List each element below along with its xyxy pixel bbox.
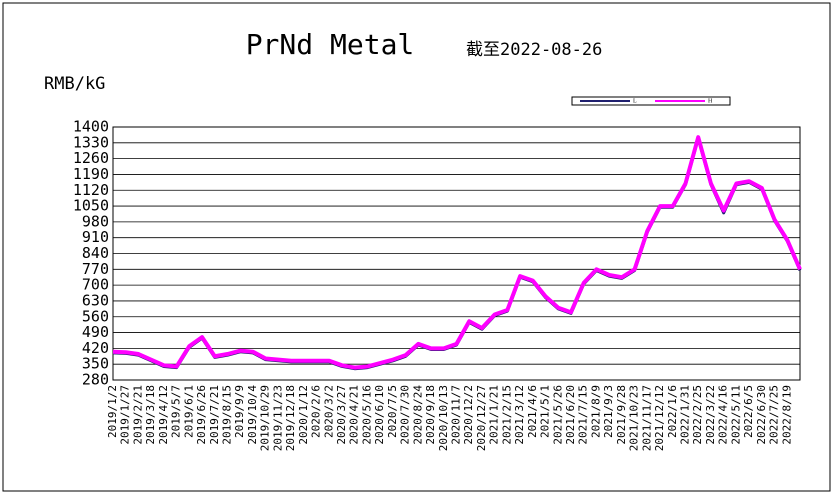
x-tick-label: 2019/6/26 xyxy=(195,385,208,445)
x-tick-label: 2019/10/29 xyxy=(259,385,272,451)
y-tick-label: 1400 xyxy=(73,118,109,136)
x-tick-label: 2022/7/25 xyxy=(768,385,781,445)
x-tick-label: 2021/1/21 xyxy=(488,385,501,445)
x-tick-label: 2019/12/18 xyxy=(284,385,297,451)
y-tick-label: 1330 xyxy=(73,133,109,151)
x-tick-label: 2022/5/11 xyxy=(729,385,742,445)
series-line xyxy=(112,135,802,370)
x-tick-label: 2022/2/25 xyxy=(691,385,704,445)
y-tick-label: 560 xyxy=(82,307,109,325)
y-tick-label: 1050 xyxy=(73,197,109,215)
y-tick-label: 630 xyxy=(82,291,109,309)
x-tick-label: 2020/7/5 xyxy=(386,385,399,438)
y-tick-label: 420 xyxy=(82,339,109,357)
x-tick-label: 2022/4/16 xyxy=(717,385,730,445)
y-tick-label: 1260 xyxy=(73,149,109,167)
chart-subtitle: 截至2022-08-26 xyxy=(466,40,602,60)
x-tick-label: 2021/4/6 xyxy=(526,385,539,438)
x-tick-label: 2020/9/18 xyxy=(424,385,437,445)
y-tick-label: 1190 xyxy=(73,165,109,183)
legend-label: L xyxy=(633,98,637,104)
x-tick-label: 2020/5/16 xyxy=(360,385,373,445)
y-tick-label: 840 xyxy=(82,244,109,262)
y-tick-label: 700 xyxy=(82,276,109,294)
x-tick-label: 2020/6/10 xyxy=(373,385,386,445)
x-tick-label: 2020/10/13 xyxy=(437,385,450,451)
legend-box xyxy=(571,96,731,106)
x-tick-label: 2021/6/20 xyxy=(564,385,577,445)
x-tick-label: 2021/8/9 xyxy=(589,385,602,438)
x-tick-label: 2019/10/4 xyxy=(246,385,259,445)
x-tick-label: 2022/6/5 xyxy=(742,385,755,438)
y-tick-label: 490 xyxy=(82,323,109,341)
x-tick-label: 2022/3/22 xyxy=(704,385,717,445)
x-tick-label: 2019/8/15 xyxy=(221,385,234,445)
x-tick-label: 2021/5/1 xyxy=(539,385,552,438)
x-tick-label: 2019/1/2 xyxy=(106,385,119,438)
x-tick-label: 2020/8/24 xyxy=(411,385,424,445)
x-tick-label: 2021/7/15 xyxy=(577,385,590,445)
x-tick-label: 2022/1/6 xyxy=(666,385,679,438)
x-tick-label: 2019/6/1 xyxy=(182,385,195,438)
x-tick-label: 2020/3/2 xyxy=(322,385,335,438)
x-tick-label: 2021/9/28 xyxy=(615,385,628,445)
x-tick-label: 2020/11/7 xyxy=(450,385,463,445)
x-tick-label: 2021/12/12 xyxy=(653,385,666,451)
x-tick-label: 2020/12/27 xyxy=(475,385,488,451)
x-tick-label: 2020/3/27 xyxy=(335,385,348,445)
chart-title: PrNd Metal xyxy=(246,28,415,61)
x-tick-label: 2019/9/9 xyxy=(233,385,246,438)
x-tick-label: 2021/10/23 xyxy=(628,385,641,451)
x-tick-label: 2021/5/26 xyxy=(551,385,564,445)
x-tick-label: 2021/2/15 xyxy=(500,385,513,445)
x-tick-label: 2020/4/21 xyxy=(348,385,361,445)
y-axis-label: RMB/kG xyxy=(44,74,105,94)
x-tick-label: 2019/5/7 xyxy=(170,385,183,438)
y-tick-label: 980 xyxy=(82,212,109,230)
x-tick-label: 2022/6/30 xyxy=(755,385,768,445)
x-tick-label: 2021/9/3 xyxy=(602,385,615,438)
x-tick-label: 2019/2/21 xyxy=(131,385,144,445)
y-tick-label: 350 xyxy=(82,355,109,373)
y-tick-label: 770 xyxy=(82,260,109,278)
x-tick-label: 2019/4/12 xyxy=(157,385,170,445)
x-tick-label: 2021/11/17 xyxy=(640,385,653,451)
x-tick-label: 2020/2/6 xyxy=(310,385,323,438)
x-tick-label: 2022/1/31 xyxy=(679,385,692,445)
y-tick-label: 280 xyxy=(82,371,109,389)
x-tick-label: 2019/11/23 xyxy=(271,385,284,451)
legend-label: H xyxy=(708,98,713,104)
x-tick-label: 2020/12/2 xyxy=(462,385,475,445)
plot-frame xyxy=(112,126,801,381)
x-tick-label: 2021/3/12 xyxy=(513,385,526,445)
x-tick-label: 2019/1/27 xyxy=(119,385,132,445)
y-tick-label: 910 xyxy=(82,228,109,246)
x-tick-label: 2020/7/30 xyxy=(399,385,412,445)
y-tick-label: 1120 xyxy=(73,181,109,199)
frame xyxy=(2,2,831,492)
x-tick-label: 2020/1/12 xyxy=(297,385,310,445)
x-tick-label: 2022/8/19 xyxy=(780,385,793,445)
x-tick-label: 2019/3/18 xyxy=(144,385,157,445)
x-tick-label: 2019/7/21 xyxy=(208,385,221,445)
